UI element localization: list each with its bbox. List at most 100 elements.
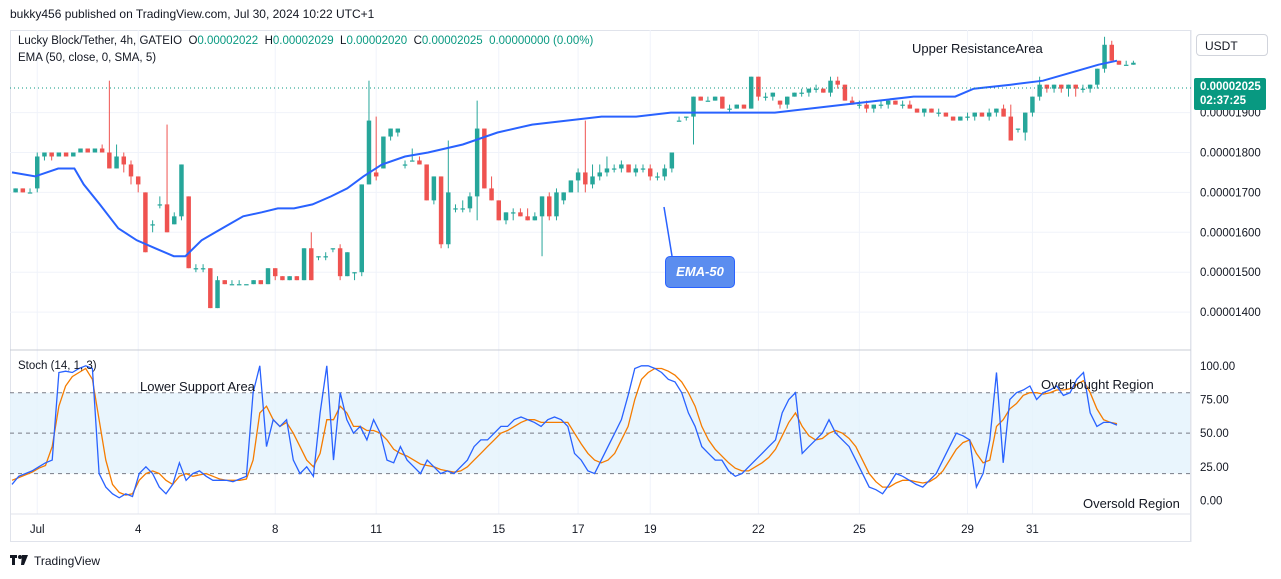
price-tick-label: 0.00001900 xyxy=(1200,108,1261,120)
candle-body xyxy=(611,168,617,170)
candle-body xyxy=(316,256,321,258)
candle-body xyxy=(986,112,992,117)
candle-body xyxy=(330,248,336,250)
candle-body xyxy=(720,96,725,109)
candle-body xyxy=(503,212,509,221)
footer-brand: TradingView xyxy=(34,553,101,568)
currency-selector[interactable]: USDT xyxy=(1196,34,1268,56)
price-tick-label: 0.00001500 xyxy=(1200,267,1261,279)
candle-body xyxy=(525,216,530,221)
price-tick-label: 0.00001400 xyxy=(1200,307,1261,319)
price-tick-label: 0.00001600 xyxy=(1200,227,1261,239)
candle-body xyxy=(712,96,718,101)
candle-body xyxy=(446,192,451,245)
candle-body xyxy=(424,164,429,201)
candle-body xyxy=(705,100,711,102)
candle-body xyxy=(640,168,646,170)
candle-body xyxy=(900,104,905,106)
candle-body xyxy=(835,80,840,85)
candle-body xyxy=(1037,84,1042,97)
candle-body xyxy=(1123,64,1129,66)
candle-body xyxy=(99,148,105,153)
candle-body xyxy=(597,172,602,177)
axes: 0.00001400 0.00001500 0.00001600 0.00001700… xyxy=(30,108,1261,536)
candle-body xyxy=(756,76,761,97)
stoch-tick-label: 25.00 xyxy=(1200,462,1229,474)
candle-body xyxy=(698,96,703,101)
time-tick-label: 8 xyxy=(272,524,278,536)
time-tick-label: 19 xyxy=(644,524,657,536)
ohlc-c-label: C xyxy=(413,35,422,47)
candle-body xyxy=(748,76,754,109)
candle-body xyxy=(583,172,588,185)
time-tick-label: 29 xyxy=(961,524,974,536)
candle-body xyxy=(510,212,516,214)
candle-body xyxy=(785,96,790,105)
candle-body xyxy=(410,160,415,162)
candle-body xyxy=(619,164,624,169)
ohlc-l-label: L xyxy=(340,35,347,47)
price-tick-label: 0.00001700 xyxy=(1200,187,1261,199)
candle-body xyxy=(842,84,848,101)
candle-body xyxy=(770,92,776,97)
ohlc-change: 0.00000000 (0.00%) xyxy=(489,35,594,47)
candles xyxy=(13,36,1136,309)
symbol-legend: Lucky Block/Tether, 4h, GATEIO O0.000020… xyxy=(18,35,593,47)
candle-body xyxy=(172,216,177,225)
candle-body xyxy=(236,284,242,286)
candle-body xyxy=(806,88,812,93)
candle-body xyxy=(78,148,83,153)
candle-body xyxy=(828,80,833,93)
stoch-legend[interactable]: Stoch (14, 1, 3) xyxy=(18,360,97,372)
candle-body xyxy=(676,120,682,122)
ohlc-high: 0.00002029 xyxy=(272,35,334,47)
candle-body xyxy=(352,272,357,274)
candle-body xyxy=(1044,84,1050,89)
candle-body xyxy=(200,268,206,270)
candle-body xyxy=(958,116,963,121)
candle-body xyxy=(871,104,877,109)
stoch-tick-label: 75.00 xyxy=(1200,394,1229,406)
candle-body xyxy=(684,116,689,118)
candle-body xyxy=(431,176,437,201)
time-tick-label: 25 xyxy=(853,524,866,536)
candle-body xyxy=(821,88,826,93)
footer[interactable]: TradingView xyxy=(10,553,100,568)
candle-body xyxy=(164,204,170,233)
ohlc-low: 0.00002020 xyxy=(346,35,408,47)
stoch-tick-label: 100.00 xyxy=(1200,361,1235,373)
candle-body xyxy=(27,192,33,194)
candle-body xyxy=(208,268,213,309)
candle-body xyxy=(467,196,473,209)
current-price-tag: 0.00002025 02:37:25 xyxy=(1194,78,1266,110)
candle-body xyxy=(186,196,191,269)
candle-body xyxy=(1073,84,1078,89)
candle-body xyxy=(309,248,314,281)
candle-body xyxy=(229,284,235,286)
candle-body xyxy=(914,108,920,113)
candle-body xyxy=(893,100,898,105)
time-tick-label: 11 xyxy=(370,524,382,536)
candle-body xyxy=(179,164,184,217)
lower-support-label: Lower Support Area xyxy=(140,379,255,394)
candle-body xyxy=(1015,128,1021,130)
candle-body xyxy=(727,108,732,110)
candle-body xyxy=(482,128,487,189)
candle-body xyxy=(518,212,523,217)
candle-body xyxy=(150,224,155,226)
candle-body xyxy=(92,148,98,153)
candle-body xyxy=(1059,84,1064,89)
candle-body xyxy=(1066,84,1071,89)
candle-body xyxy=(604,168,610,173)
candle-body xyxy=(222,280,227,285)
candle-body xyxy=(63,152,69,157)
candle-body xyxy=(792,92,797,97)
candle-body xyxy=(669,152,675,169)
current-price-value: 0.00002025 xyxy=(1200,81,1261,93)
candle-body xyxy=(1001,108,1006,117)
candle-body xyxy=(474,128,480,197)
candle-body xyxy=(13,188,18,193)
ema-legend[interactable]: EMA (50, close, 0, SMA, 5) xyxy=(18,52,157,64)
candle-body xyxy=(734,104,739,109)
